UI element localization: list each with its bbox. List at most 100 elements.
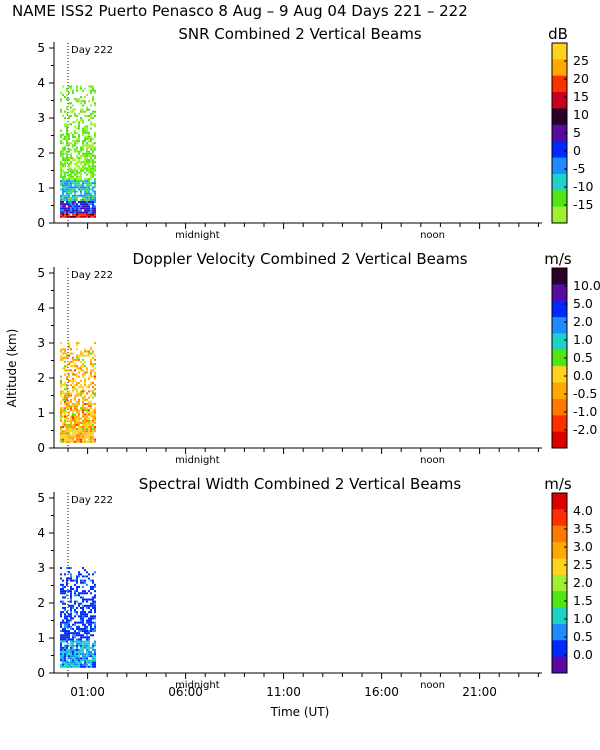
- colorbar-segment: [552, 300, 567, 318]
- echo-cell: [68, 159, 70, 162]
- echo-cell: [94, 142, 96, 145]
- echo-cell: [78, 112, 80, 115]
- echo-cell: [64, 407, 66, 410]
- echo-cell: [66, 198, 68, 201]
- echo-cell: [84, 604, 86, 607]
- echo-cell: [60, 640, 62, 643]
- echo-cell: [72, 640, 74, 643]
- echo-cell: [64, 381, 66, 384]
- echo-cell: [78, 438, 80, 441]
- echo-cell: [80, 154, 82, 157]
- echo-cell: [84, 207, 86, 210]
- echo-cell: [90, 201, 92, 204]
- echo-cell: [78, 171, 80, 174]
- echo-cell: [60, 213, 62, 216]
- echo-cell: [64, 196, 66, 199]
- echo-cell: [92, 423, 94, 426]
- echo-cell: [70, 207, 72, 210]
- echo-cell: [84, 390, 86, 393]
- echo-cell: [86, 186, 88, 189]
- echo-cell: [90, 154, 92, 157]
- echo-cell: [70, 102, 72, 105]
- echo-cell: [94, 615, 96, 618]
- echo-cell: [70, 177, 72, 180]
- echo-cell: [60, 215, 62, 218]
- echo-cell: [82, 365, 84, 368]
- echo-cell: [68, 648, 70, 651]
- echo-cell: [94, 388, 96, 391]
- echo-cell: [66, 417, 68, 420]
- echo-cell: [90, 384, 92, 387]
- echo-cell: [92, 167, 94, 170]
- colorbar-label: 0.0: [573, 647, 593, 662]
- colorbar-segment: [552, 75, 567, 93]
- echo-cell: [74, 644, 76, 647]
- echo-cell: [94, 617, 96, 620]
- echo-cell: [94, 198, 96, 201]
- echo-cell: [84, 625, 86, 628]
- echo-cell: [64, 215, 66, 218]
- echo-cell: [62, 634, 64, 637]
- colorbar-label: 10: [573, 107, 589, 122]
- echo-cell: [62, 646, 64, 649]
- echo-cell: [72, 91, 74, 94]
- echo-cell: [84, 205, 86, 208]
- echo-cell: [70, 655, 72, 658]
- echo-cell: [76, 640, 78, 643]
- echo-cell: [84, 201, 86, 204]
- echo-cell: [62, 588, 64, 591]
- echo-cell: [76, 613, 78, 616]
- echo-cell: [62, 657, 64, 660]
- echo-cell: [64, 163, 66, 166]
- echo-cell: [68, 184, 70, 187]
- echo-cell: [60, 588, 62, 591]
- echo-cell: [94, 438, 96, 441]
- echo-cell: [66, 177, 68, 180]
- colorbar-segment: [552, 173, 567, 191]
- y-axis-label: Altitude (km): [5, 329, 19, 408]
- echo-cell: [90, 394, 92, 397]
- echo-cell: [60, 392, 62, 395]
- echo-cell: [64, 632, 66, 635]
- echo-cell: [94, 625, 96, 628]
- echo-cell: [66, 400, 68, 403]
- echo-cell: [74, 194, 76, 197]
- echo-cell: [74, 379, 76, 382]
- echo-cell: [68, 190, 70, 193]
- echo-cell: [64, 125, 66, 128]
- echo-cell: [74, 129, 76, 132]
- echo-cell: [70, 398, 72, 401]
- echo-cell: [88, 163, 90, 166]
- echo-cell: [70, 180, 72, 183]
- echo-cell: [74, 203, 76, 206]
- echo-cell: [62, 163, 64, 166]
- echo-cell: [60, 358, 62, 361]
- echo-cell: [68, 392, 70, 395]
- echo-cell: [86, 646, 88, 649]
- echo-cell: [70, 661, 72, 664]
- echo-cell: [84, 156, 86, 159]
- echo-cell: [66, 354, 68, 357]
- echo-cell: [78, 177, 80, 180]
- echo-cell: [80, 651, 82, 654]
- colorbar-label: 4.0: [573, 503, 593, 518]
- echo-cell: [80, 634, 82, 637]
- echo-cell: [84, 379, 86, 382]
- echo-cell: [66, 623, 68, 626]
- echo-cell: [82, 398, 84, 401]
- echo-cell: [62, 85, 64, 88]
- colorbar-label: 1.0: [573, 611, 593, 626]
- echo-cell: [72, 411, 74, 414]
- echo-cell: [62, 192, 64, 195]
- echo-cell: [90, 390, 92, 393]
- echo-cell: [94, 196, 96, 199]
- echo-cell: [80, 648, 82, 651]
- echo-cell: [84, 421, 86, 424]
- echo-cell: [74, 167, 76, 170]
- echo-cell: [90, 407, 92, 410]
- echo-cell: [62, 159, 64, 162]
- echo-cell: [72, 169, 74, 172]
- echo-cell: [62, 190, 64, 193]
- echo-cell: [88, 138, 90, 141]
- echo-cell: [70, 600, 72, 603]
